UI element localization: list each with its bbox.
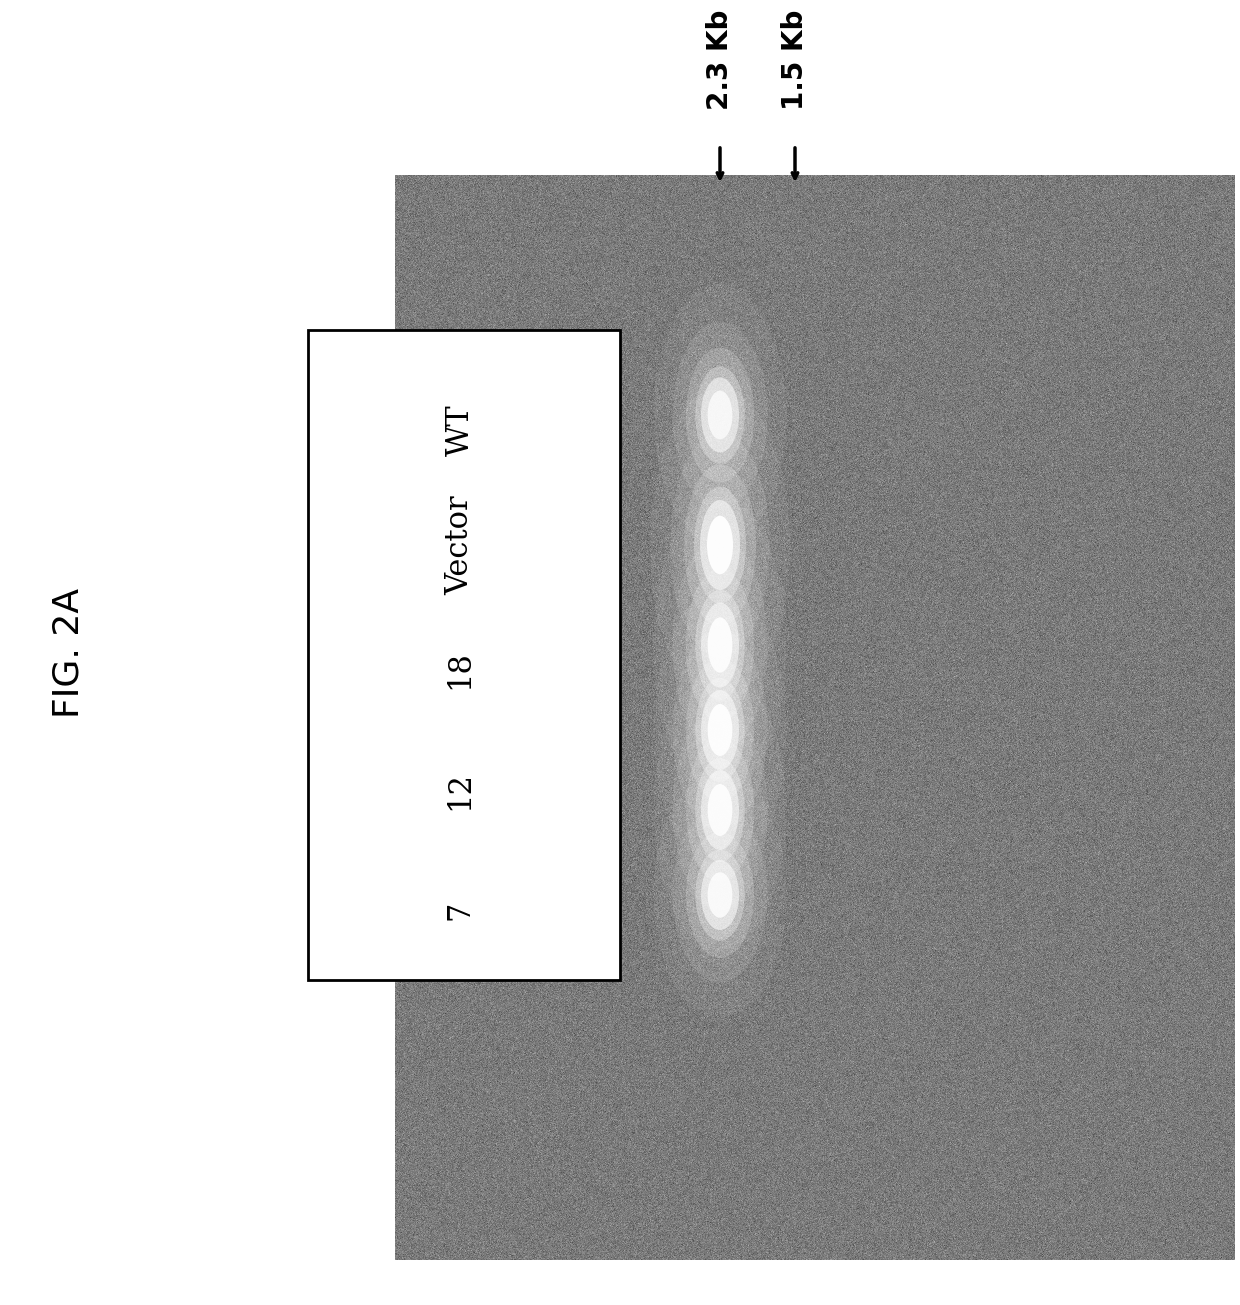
Ellipse shape [672,630,768,830]
Text: Vector: Vector [444,495,475,595]
Text: 12: 12 [444,770,475,809]
Ellipse shape [708,784,733,837]
Ellipse shape [686,833,754,958]
Ellipse shape [672,539,768,752]
Ellipse shape [650,388,790,702]
Bar [308,330,620,980]
Ellipse shape [686,658,754,803]
Ellipse shape [653,590,786,870]
Ellipse shape [686,347,754,483]
Ellipse shape [684,465,756,626]
Ellipse shape [686,569,754,722]
Ellipse shape [701,603,739,688]
Ellipse shape [701,860,739,930]
Ellipse shape [696,590,745,701]
Text: 2.3 Kb: 2.3 Kb [706,10,734,111]
Ellipse shape [708,617,733,672]
Ellipse shape [707,515,733,574]
Text: WT: WT [444,405,475,455]
Ellipse shape [708,390,733,440]
Ellipse shape [653,496,786,793]
Text: 7: 7 [444,900,475,920]
Ellipse shape [670,432,770,658]
Text: 18: 18 [444,651,475,689]
Text: 1.5 Kb: 1.5 Kb [781,10,808,111]
Ellipse shape [672,321,768,509]
Ellipse shape [696,679,745,782]
Ellipse shape [708,872,733,917]
Ellipse shape [653,669,786,950]
Ellipse shape [672,808,768,983]
Ellipse shape [686,739,754,882]
Ellipse shape [696,850,745,941]
Ellipse shape [696,367,745,463]
Ellipse shape [708,703,733,756]
Text: FIG. 2A: FIG. 2A [51,587,86,718]
Ellipse shape [701,770,739,850]
Ellipse shape [653,283,786,547]
Ellipse shape [696,758,745,863]
Ellipse shape [701,377,739,453]
Ellipse shape [694,487,746,603]
Ellipse shape [653,773,786,1018]
Ellipse shape [672,710,768,910]
Ellipse shape [701,500,740,590]
Ellipse shape [701,690,739,770]
